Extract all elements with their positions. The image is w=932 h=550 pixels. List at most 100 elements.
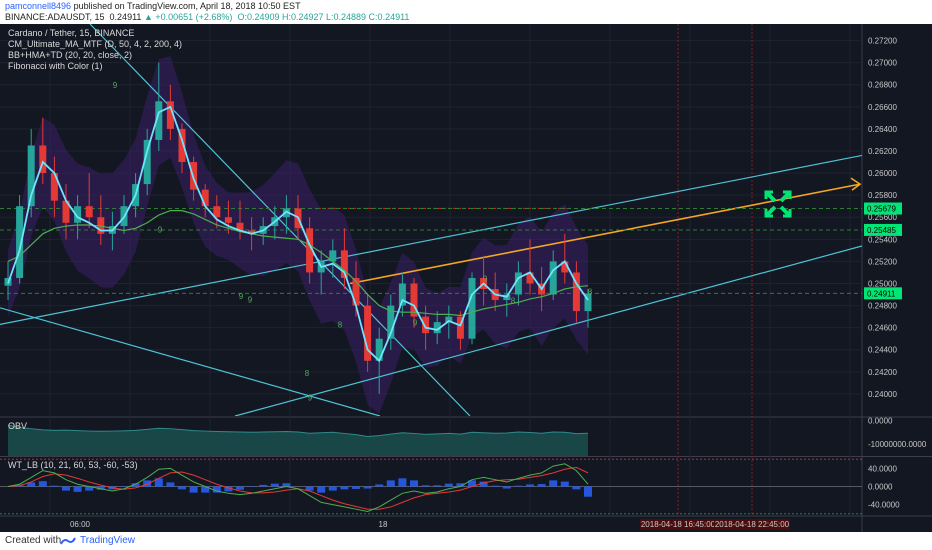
candle-body	[422, 316, 430, 334]
descending-trendline	[89, 24, 471, 416]
candle-body	[213, 206, 221, 218]
price-tick-label: 0.24200	[868, 368, 897, 377]
arrow-head-icon	[850, 177, 862, 191]
date-label-box	[640, 519, 716, 530]
td-count-label: 9	[239, 292, 244, 301]
candle-body	[526, 272, 534, 284]
td-count-label: 9	[483, 274, 488, 283]
price-tick-label: 0.27200	[868, 37, 897, 46]
wt-histogram-bar	[166, 482, 175, 487]
candle-body	[236, 222, 244, 231]
candle-body	[27, 145, 35, 207]
wt-histogram-bar	[410, 480, 418, 487]
candle-body	[74, 206, 82, 223]
price-tick-label: 0.25000	[868, 279, 897, 288]
wt-histogram-bar	[189, 486, 198, 493]
wt-histogram-bar	[468, 480, 476, 487]
ma-line	[7, 210, 589, 317]
candle-body	[561, 261, 569, 273]
date-label-box	[714, 519, 790, 530]
price-tick-label: 0.25200	[868, 257, 897, 266]
wt-histogram-bar	[560, 481, 569, 487]
channel-upper-line	[0, 154, 862, 325]
td-count-label: 8	[305, 369, 310, 378]
author-link[interactable]: pamconnell8496	[5, 1, 72, 11]
descending-trendline	[0, 307, 381, 416]
wt-histogram-bar	[363, 486, 372, 489]
symbol-line: BINANCE:ADAUSDT, 15 0.24911 ▲ +0.00651 (…	[5, 12, 409, 22]
price-tick-label: 0.24800	[868, 302, 897, 311]
oscillator-panel[interactable]	[0, 458, 862, 515]
symbol-name: BINANCE:ADAUSDT, 15	[5, 12, 105, 22]
wt-histogram-bar	[514, 485, 523, 487]
legend-line: BB+HMA+TD (20, 20, close, 2)	[8, 50, 132, 60]
td-count-label: 9	[308, 394, 313, 403]
wt-histogram-bar	[433, 485, 442, 487]
date-label: 2018-04-18 16:45:00	[641, 520, 716, 529]
price-tag-label: 0.24911	[867, 289, 896, 298]
legend-line: CM_Ultimate_MA_MTF (D, 50, 4, 2, 200, 4)	[8, 39, 182, 49]
td-count-label: 8	[588, 288, 593, 297]
candle-body	[85, 206, 93, 218]
candle-body	[224, 217, 232, 223]
candle-body	[166, 101, 174, 129]
wt-histogram-bar	[421, 485, 430, 487]
candle-body	[248, 230, 256, 234]
osc-tick-label: 0.0000	[868, 483, 893, 492]
wt-histogram-bar	[317, 486, 326, 493]
price-tick-label: 0.24000	[868, 390, 897, 399]
obv-tick-label: -10000000.0000	[868, 440, 927, 449]
up-arrow-icon: ▲	[143, 12, 153, 22]
price-change: +0.00651 (+2.68%)	[155, 12, 233, 22]
wt-histogram-bar	[375, 484, 384, 487]
wt-histogram-bar	[224, 486, 233, 492]
wt-histogram-bar	[212, 486, 221, 493]
obv-panel[interactable]	[7, 424, 589, 456]
wt-histogram-bar	[236, 486, 244, 490]
td-count-label: 9	[248, 295, 253, 304]
wt-histogram-bar	[259, 484, 268, 487]
wt-histogram-bar	[178, 486, 186, 490]
td-count-label: 9	[113, 81, 118, 90]
wt-histogram-bar	[537, 484, 546, 487]
osc-tick-label: 40.0000	[868, 464, 897, 473]
published-text: published on TradingView.com, April 18, …	[73, 1, 301, 11]
price-tag-label: 0.25485	[867, 226, 896, 235]
candle-body	[143, 139, 151, 185]
price-tick-label: 0.26200	[868, 147, 897, 156]
candle-body	[433, 322, 441, 334]
tradingview-link[interactable]: TradingView	[80, 535, 136, 546]
axes: 0.27200 0.27000 0.26800 0.26600 0.26400 0.262…	[70, 37, 927, 530]
wt-histogram-bar	[444, 483, 453, 487]
wt-histogram-bar	[85, 486, 94, 491]
wt1-line	[7, 463, 589, 512]
wt-histogram-bar	[572, 486, 581, 490]
target-x-corner	[783, 209, 792, 218]
wt-histogram-bar	[96, 486, 105, 490]
price-tick-label: 0.26400	[868, 125, 897, 134]
candle-body	[306, 228, 314, 273]
wt-histogram-bar	[398, 478, 407, 487]
wt-histogram-bar	[270, 483, 279, 487]
candle-body	[445, 316, 453, 323]
wt-histogram-bar	[50, 485, 59, 487]
last-price: 0.24911	[109, 12, 142, 22]
candle-body	[468, 277, 476, 339]
price-tick-label: 0.26800	[868, 81, 897, 90]
candle-body	[155, 101, 163, 140]
target-x-icon	[764, 190, 792, 218]
footer: Created with TradingView	[0, 532, 932, 550]
wt-histogram-bar	[584, 486, 592, 497]
candle-body	[178, 128, 186, 163]
td-count-label: 8	[511, 296, 516, 305]
price-tag-box	[864, 202, 902, 215]
price-tag-label: 0.25679	[867, 205, 896, 214]
candle-body	[375, 338, 383, 361]
candle-body	[398, 283, 406, 306]
td-count-label: 9	[413, 318, 418, 327]
price-tick-label: 0.24400	[868, 346, 897, 355]
candle-body	[364, 305, 372, 361]
tradingview-logo-icon	[60, 537, 76, 545]
